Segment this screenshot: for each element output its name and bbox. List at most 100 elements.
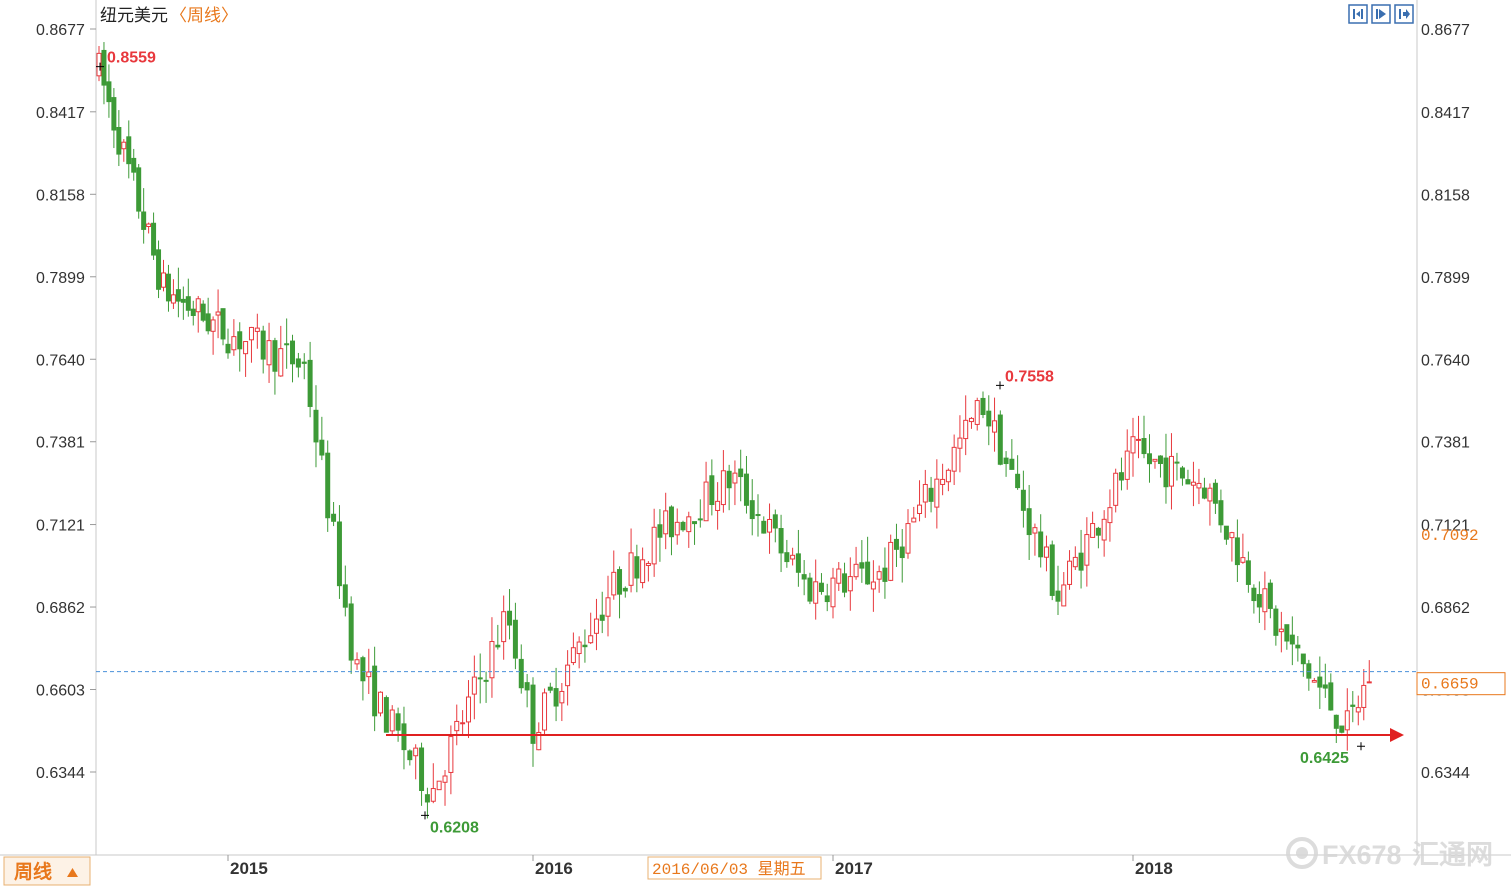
zoom-out-icon[interactable] (1371, 4, 1391, 24)
candle-body (395, 713, 401, 731)
watermark: FX678 汇通网 (1286, 837, 1493, 870)
scroll-right-icon[interactable] (1394, 4, 1414, 24)
period-selector[interactable]: 周线 (14, 860, 78, 883)
candle-body (1124, 450, 1130, 480)
candle (225, 328, 231, 359)
candle-body (790, 554, 796, 560)
candle-body (254, 327, 260, 332)
zoom-in-icon[interactable] (1348, 4, 1368, 24)
candle-body (703, 481, 709, 522)
candle (553, 667, 559, 722)
candle-body (141, 211, 147, 230)
candle (477, 653, 483, 704)
candle (1124, 429, 1130, 490)
candle-body (430, 788, 436, 802)
candle-body (778, 528, 784, 554)
candle (992, 397, 998, 452)
candle (570, 632, 576, 666)
candle (1355, 695, 1361, 726)
candle-body (1289, 634, 1295, 645)
candle-body (1084, 534, 1090, 566)
candle-body (968, 417, 974, 423)
candle (703, 461, 709, 522)
candle (483, 671, 489, 703)
candle-body (348, 603, 354, 661)
candle-body (507, 610, 513, 626)
candle (360, 655, 366, 701)
candle (1240, 533, 1246, 564)
candle (1344, 688, 1350, 751)
candle (922, 469, 928, 518)
candle (847, 557, 853, 611)
candle-body (1339, 725, 1345, 733)
candle (1009, 439, 1015, 470)
candle (290, 334, 296, 383)
candle (272, 337, 278, 395)
y-tick-right-3: 0.7899 (1421, 270, 1470, 287)
candle (1322, 663, 1328, 698)
candle-body (974, 400, 980, 425)
candle-body (307, 359, 313, 407)
x-label-2017: 2017 (835, 859, 873, 878)
y-tick-left-9: 0.6344 (36, 765, 85, 782)
cursor-date-box (647, 856, 822, 880)
candle (1095, 526, 1101, 549)
candle (495, 624, 501, 650)
candle-body (1152, 458, 1158, 462)
candle (917, 480, 923, 522)
candle-body (1135, 438, 1141, 441)
candle-body (957, 437, 963, 449)
candle (1078, 529, 1084, 589)
chart-title: 纽元美元 (100, 6, 168, 25)
candle-body (231, 336, 237, 351)
candle-body (743, 473, 749, 506)
candle-body (1118, 472, 1124, 481)
candle (146, 222, 152, 234)
candle-body (248, 326, 254, 341)
candle-body (1207, 487, 1213, 502)
candle (680, 520, 686, 532)
candle (749, 479, 755, 536)
candle (1317, 656, 1323, 709)
candle-body (617, 569, 623, 595)
candle (407, 749, 413, 766)
period-selector-label: 周线 (14, 860, 52, 883)
candle (313, 385, 319, 468)
candle-body (1295, 644, 1301, 649)
candle-body (680, 521, 686, 531)
candle-body (992, 420, 998, 433)
candle (1300, 653, 1306, 677)
candle-body (622, 587, 628, 592)
candle-body (278, 348, 284, 377)
candle (617, 566, 623, 619)
candle-body (570, 647, 576, 664)
candle-body (1072, 556, 1078, 568)
candle-body (448, 736, 454, 773)
candle-body (593, 618, 599, 634)
candle-body (489, 641, 495, 679)
candle (542, 688, 548, 736)
candle-body (651, 526, 657, 565)
candle (818, 573, 824, 595)
candle-body (1262, 588, 1268, 613)
candle (1212, 479, 1218, 514)
candle (1152, 458, 1158, 469)
candle-body (237, 331, 243, 350)
candle-body (1251, 587, 1257, 602)
candle-body (720, 470, 726, 506)
candle-body (389, 709, 395, 732)
candle-body (807, 577, 813, 602)
candle (1179, 465, 1185, 486)
candle (1196, 468, 1202, 505)
candle-body (824, 595, 830, 603)
candle-body (1196, 482, 1202, 489)
candle-body (1355, 707, 1361, 713)
candle-body (1366, 681, 1372, 684)
candle (715, 482, 721, 530)
extreme-marker (1357, 742, 1365, 751)
candle-body (674, 521, 680, 536)
candles (96, 42, 1372, 819)
candle-body (1350, 704, 1356, 707)
candle (738, 449, 744, 502)
